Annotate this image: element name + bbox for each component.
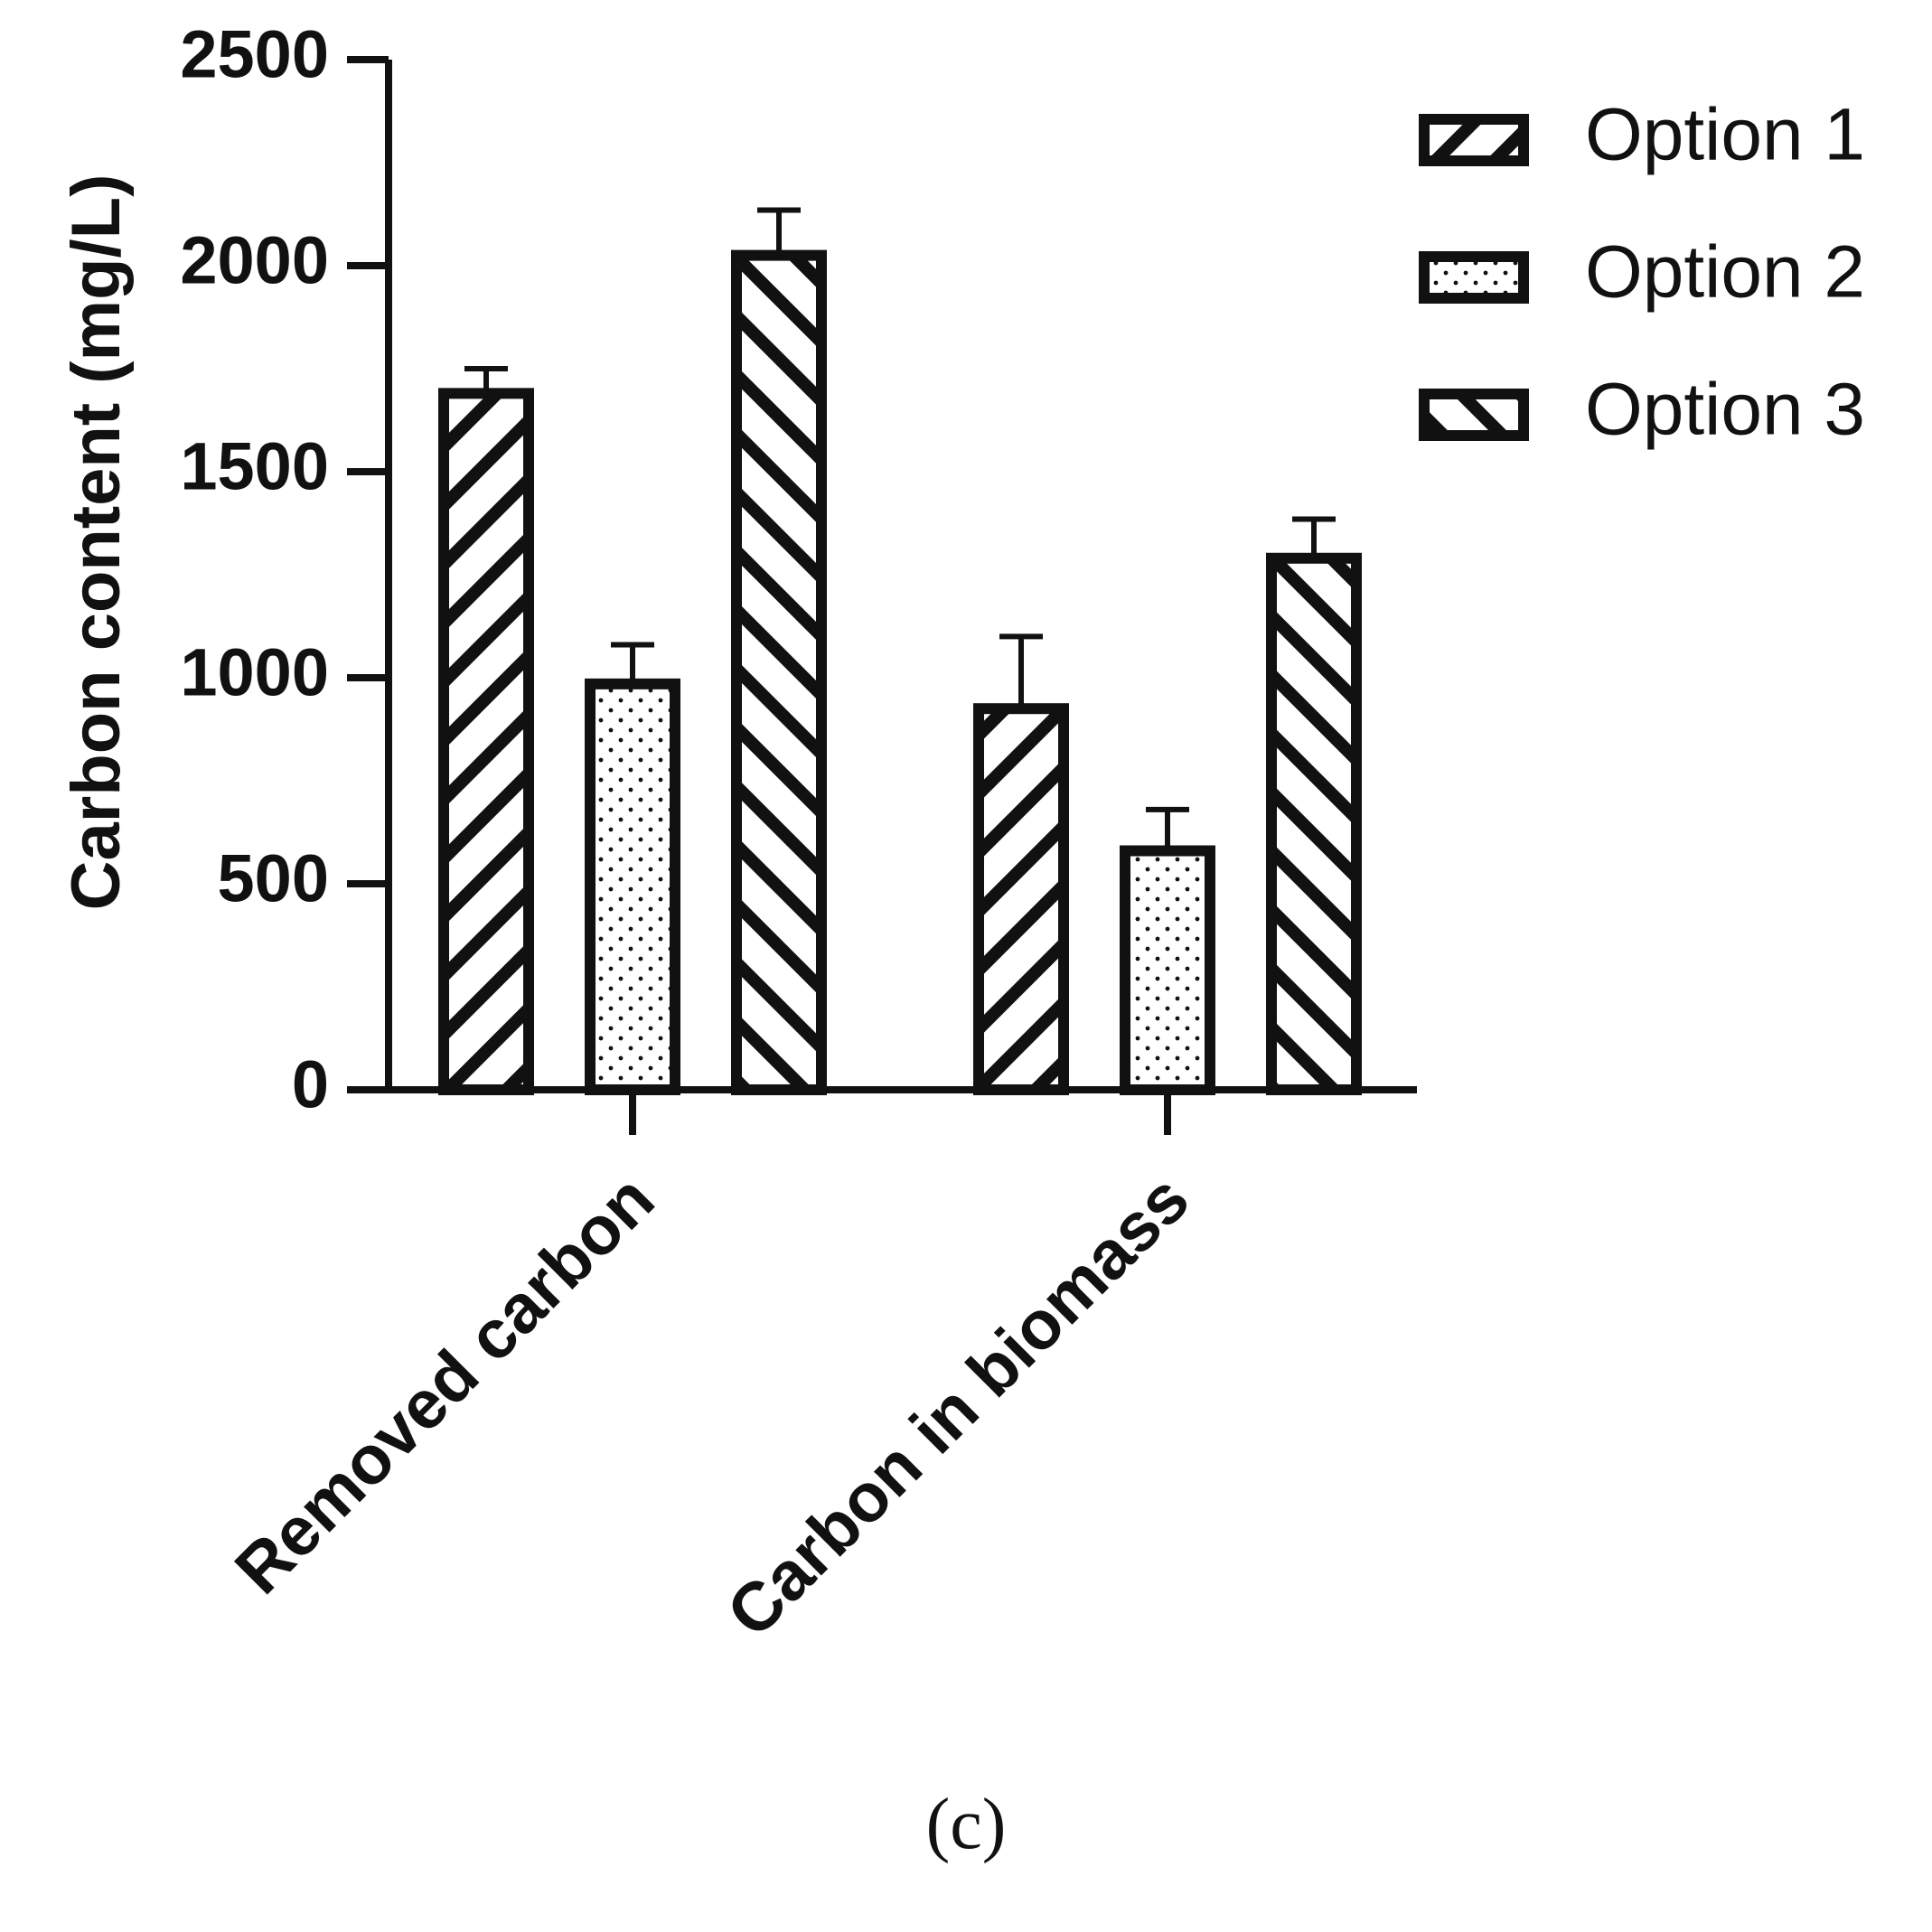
category-label-group: Removed carbon: [220, 1160, 669, 1608]
bar-option-3-removed-carbon: [731, 249, 827, 1096]
legend-label: Option 3: [1585, 369, 1865, 451]
category-label-group: Carbon in biomass: [712, 1160, 1204, 1652]
y-axis-title: Carbon content (mg/L): [58, 174, 135, 911]
legend-swatch: [1419, 114, 1529, 166]
legend-swatch: [1419, 389, 1529, 441]
category-labels: Removed carbon Carbon in biomass: [220, 1090, 1204, 1652]
y-axis-title-group: Carbon content (mg/L): [58, 174, 135, 911]
y-tick-label: 1000: [180, 635, 329, 710]
category-label: Carbon in biomass: [712, 1160, 1204, 1652]
y-tick-label: 2000: [180, 223, 329, 298]
legend-swatch: [1419, 251, 1529, 304]
bars: [438, 207, 1362, 1096]
bar-option-1-removed-carbon: [438, 388, 534, 1095]
category-label: Removed carbon: [220, 1160, 669, 1608]
legend: Option 1 Option 2 Option 3: [1419, 94, 1865, 451]
bar-option-2-removed-carbon: [585, 678, 680, 1096]
bar-option-1-carbon-in-biomass: [973, 703, 1069, 1095]
panel-label: (c): [926, 1785, 1007, 1864]
y-tick-label: 0: [292, 1047, 329, 1122]
y-tick-label: 1500: [180, 429, 329, 504]
legend-label: Option 1: [1585, 94, 1865, 176]
bar-option-3-carbon-in-biomass: [1266, 552, 1362, 1095]
bar-option-2-carbon-in-biomass: [1120, 845, 1215, 1096]
y-tick-label: 500: [218, 841, 329, 916]
y-axis: 0 500 1000 1500 2000 2500: [180, 17, 392, 1122]
y-tick-label: 2500: [180, 17, 329, 92]
legend-label: Option 2: [1585, 231, 1865, 314]
